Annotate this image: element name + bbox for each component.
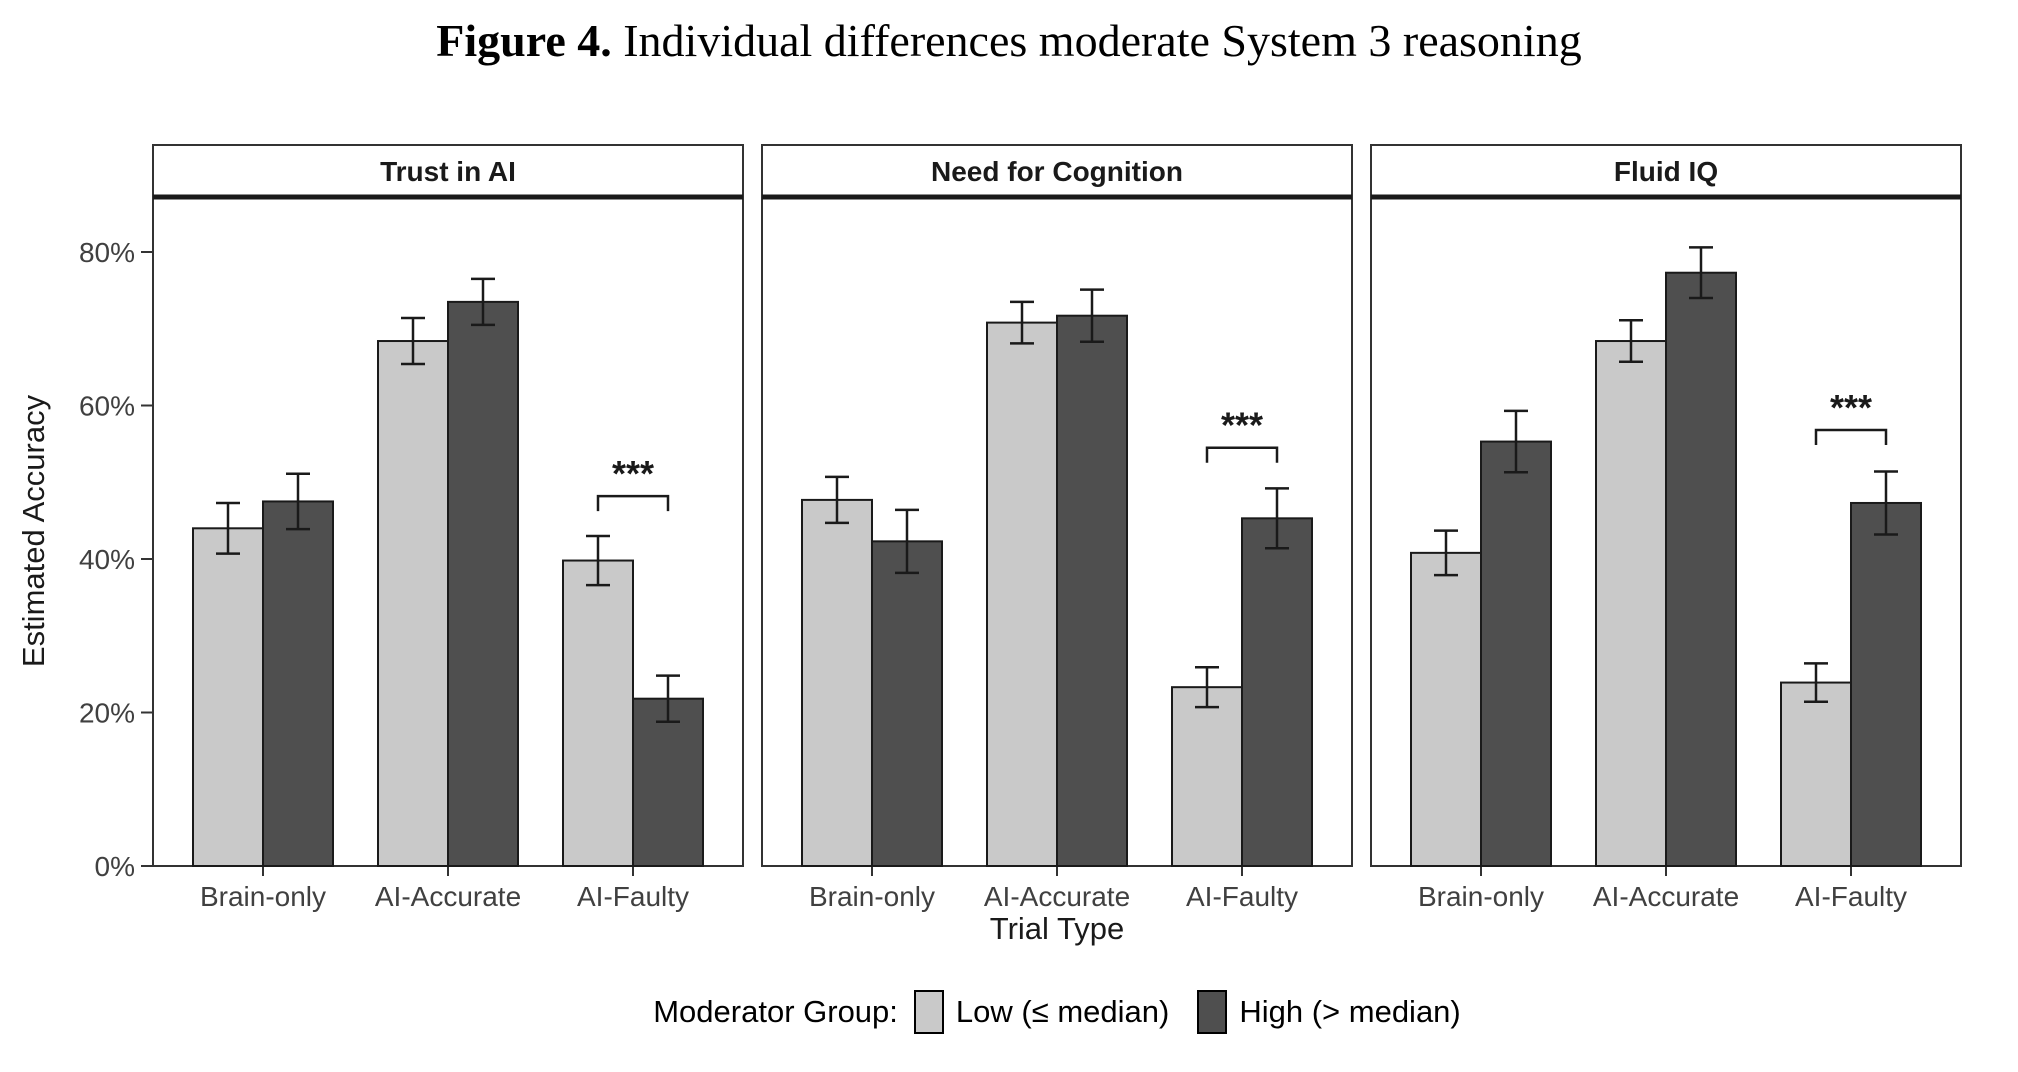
sig-stars-fluid-iq: *** bbox=[1830, 387, 1872, 428]
bar-trust-in-ai-brain-only-high bbox=[262, 500, 334, 867]
errorbar-need-for-cognition-ai-accurate-low bbox=[1010, 300, 1034, 345]
x-tick-label-ai-faulty: AI-Faulty bbox=[577, 881, 689, 912]
errorbar-fluid-iq-ai-faulty-low bbox=[1804, 662, 1828, 704]
sig-bracket-fluid-iq bbox=[1814, 428, 1888, 446]
figure-title: Figure 4. Individual differences moderat… bbox=[0, 15, 2018, 67]
x-tick-label-brain-only: Brain-only bbox=[1418, 881, 1544, 912]
sig-stars-trust-in-ai: *** bbox=[612, 453, 654, 494]
errorbar-need-for-cognition-brain-only-low bbox=[825, 475, 849, 525]
x-axis-title: Trial Type bbox=[989, 911, 1125, 946]
y-axis-title: Estimated Accuracy bbox=[16, 394, 51, 668]
panel-trust-in-ai: Trust in AI Brain-only AI-Accurate AI-Fault… bbox=[152, 144, 744, 912]
legend-label-high: High (> median) bbox=[1239, 994, 1461, 1029]
y-tick-label-80: 80% bbox=[79, 237, 135, 268]
bar-need-for-cognition-brain-only-high bbox=[871, 540, 943, 867]
figure-title-text: Individual differences moderate System 3… bbox=[611, 15, 1582, 66]
errorbar-trust-in-ai-ai-accurate-low bbox=[401, 316, 425, 366]
figure-number: Figure 4. bbox=[436, 15, 612, 66]
errorbar-fluid-iq-ai-accurate-low bbox=[1619, 319, 1643, 364]
bar-trust-in-ai-ai-accurate-low bbox=[377, 340, 449, 867]
errorbar-need-for-cognition-ai-faulty-low bbox=[1195, 665, 1219, 709]
errorbar-trust-in-ai-ai-faulty-high bbox=[656, 674, 680, 723]
errorbar-trust-in-ai-ai-accurate-high bbox=[471, 277, 495, 327]
legend: Moderator Group: Low (≤ median) High (> … bbox=[153, 990, 1961, 1034]
y-tick-label-0: 0% bbox=[95, 851, 135, 882]
errorbar-trust-in-ai-brain-only-low bbox=[216, 501, 240, 555]
bar-fluid-iq-ai-accurate-low bbox=[1595, 340, 1667, 867]
x-tick-label-ai-accurate: AI-Accurate bbox=[375, 881, 521, 912]
y-tick-label-40: 40% bbox=[79, 544, 135, 575]
bar-fluid-iq-brain-only-low bbox=[1410, 551, 1482, 867]
x-tick-label-ai-faulty: AI-Faulty bbox=[1795, 881, 1907, 912]
panel-fluid-iq: Fluid IQ Brain-only AI-Accurate AI-Faulty **… bbox=[1370, 144, 1962, 912]
errorbar-trust-in-ai-brain-only-high bbox=[286, 472, 310, 531]
errorbar-need-for-cognition-ai-accurate-high bbox=[1080, 288, 1104, 344]
sig-stars-need-for-cognition: *** bbox=[1221, 405, 1263, 446]
errorbar-fluid-iq-brain-only-low bbox=[1434, 529, 1458, 577]
bar-trust-in-ai-ai-faulty-low bbox=[562, 559, 634, 867]
legend-title: Moderator Group: bbox=[653, 994, 898, 1029]
legend-label-low: Low (≤ median) bbox=[955, 994, 1170, 1029]
bar-fluid-iq-brain-only-high bbox=[1480, 440, 1552, 867]
x-tick-label-ai-accurate: AI-Accurate bbox=[1593, 881, 1739, 912]
bar-fluid-iq-ai-faulty-low bbox=[1780, 681, 1852, 867]
bar-need-for-cognition-brain-only-low bbox=[801, 498, 873, 867]
x-tick-label-ai-faulty: AI-Faulty bbox=[1186, 881, 1298, 912]
errorbar-fluid-iq-ai-faulty-high bbox=[1874, 470, 1898, 536]
x-tick-label-brain-only: Brain-only bbox=[809, 881, 935, 912]
bar-fluid-iq-ai-accurate-high bbox=[1665, 271, 1737, 868]
bar-need-for-cognition-ai-faulty-high bbox=[1241, 517, 1313, 867]
bar-trust-in-ai-brain-only-low bbox=[192, 527, 264, 867]
sig-bracket-trust-in-ai bbox=[596, 494, 670, 512]
facet-label-need-for-cognition: Need for Cognition bbox=[931, 156, 1183, 187]
bar-fluid-iq-ai-faulty-high bbox=[1850, 501, 1922, 867]
bar-need-for-cognition-ai-faulty-low bbox=[1171, 686, 1243, 867]
panel-need-for-cognition: Need for Cognition Brain-only AI-Accurate A… bbox=[761, 144, 1353, 912]
y-tick-label-20: 20% bbox=[79, 698, 135, 729]
x-tick-label-ai-accurate: AI-Accurate bbox=[984, 881, 1130, 912]
facet-label-trust-in-ai: Trust in AI bbox=[380, 156, 516, 187]
errorbar-fluid-iq-brain-only-high bbox=[1504, 409, 1528, 474]
errorbar-need-for-cognition-brain-only-high bbox=[895, 508, 919, 575]
sig-bracket-need-for-cognition bbox=[1205, 446, 1279, 463]
y-tick-label-60: 60% bbox=[79, 391, 135, 422]
x-tick-label-brain-only: Brain-only bbox=[200, 881, 326, 912]
legend-swatch-high bbox=[1197, 990, 1228, 1034]
facet-label-fluid-iq: Fluid IQ bbox=[1614, 156, 1718, 187]
legend-swatch-low bbox=[913, 990, 944, 1034]
errorbar-trust-in-ai-ai-faulty-low bbox=[586, 534, 610, 587]
errorbar-need-for-cognition-ai-faulty-high bbox=[1265, 487, 1289, 550]
bar-need-for-cognition-ai-accurate-high bbox=[1056, 314, 1128, 867]
bar-need-for-cognition-ai-accurate-low bbox=[986, 321, 1058, 867]
bar-trust-in-ai-ai-faulty-high bbox=[632, 697, 704, 867]
bar-trust-in-ai-ai-accurate-high bbox=[447, 300, 519, 867]
facet-strip-need-for-cognition bbox=[761, 144, 1353, 198]
errorbar-fluid-iq-ai-accurate-high bbox=[1689, 246, 1713, 300]
